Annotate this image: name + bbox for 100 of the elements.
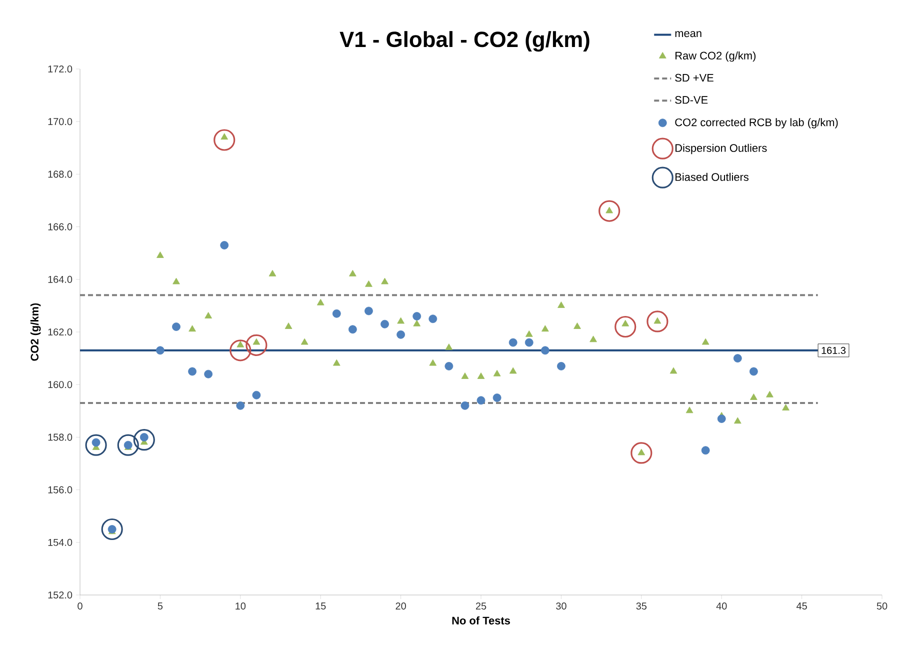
point (188, 325, 196, 332)
point (230, 340, 252, 362)
point (750, 394, 758, 400)
point (332, 309, 341, 318)
x-tick-label: 20 (396, 602, 406, 610)
point (734, 417, 742, 424)
point (542, 325, 549, 332)
point (477, 372, 485, 379)
point (381, 278, 388, 284)
x-tick-label: 0 (78, 602, 82, 610)
y-tick-label: 152.0 (48, 591, 72, 599)
point (766, 390, 774, 398)
point (444, 362, 454, 370)
x-axis-title: No of Tests (452, 616, 510, 624)
y-axis-title: CO2 (g/km) (30, 303, 41, 361)
x-tick-label: 10 (236, 602, 246, 610)
point (133, 429, 155, 451)
point (686, 406, 694, 414)
point (558, 302, 565, 308)
point (540, 346, 550, 355)
y-tick-label: 158.0 (48, 434, 72, 441)
point (364, 306, 373, 316)
point (412, 312, 422, 320)
legend-label: CO2 corrected RCB by lab (g/km) (675, 118, 838, 128)
x-tick-label: 40 (716, 602, 727, 610)
point (220, 241, 229, 250)
point (172, 278, 180, 284)
point (332, 359, 340, 366)
point (598, 200, 620, 222)
x-tick-label: 50 (876, 602, 888, 610)
point (461, 372, 469, 379)
point (349, 270, 356, 276)
x-tick-label: 15 (316, 602, 326, 610)
point (614, 316, 636, 338)
point (493, 370, 501, 376)
x-tick-label: 35 (636, 602, 647, 610)
y-tick-label: 156.0 (48, 486, 72, 494)
legend-label: SD +VE (675, 74, 714, 82)
point (702, 338, 710, 345)
annotation: 161.3 (822, 346, 846, 354)
y-tick-label: 172.0 (48, 65, 72, 73)
point (214, 129, 236, 151)
point (156, 252, 164, 258)
legend-label: Raw CO2 (g/km) (676, 51, 756, 62)
point (508, 338, 518, 347)
point (380, 320, 389, 328)
point (204, 370, 213, 378)
point (525, 330, 533, 337)
point (246, 334, 268, 356)
point (476, 396, 486, 405)
point (717, 414, 726, 423)
y-tick-label: 166.0 (48, 223, 72, 230)
point (284, 322, 292, 329)
point (445, 344, 453, 350)
y-tick-label: 164.0 (48, 276, 72, 283)
point (397, 317, 404, 324)
point (396, 330, 406, 339)
point (701, 446, 710, 455)
point (630, 442, 652, 464)
point (733, 354, 742, 362)
point (236, 340, 244, 348)
point (492, 394, 502, 402)
point (429, 359, 437, 366)
point (268, 270, 276, 276)
point (524, 338, 534, 347)
point (85, 434, 107, 456)
x-tick-label: 30 (556, 602, 566, 610)
x-tick-label: 5 (158, 602, 163, 610)
point (413, 320, 421, 326)
point (590, 336, 597, 342)
point (300, 338, 308, 345)
point (156, 346, 164, 355)
point (428, 314, 438, 324)
point (204, 312, 212, 318)
point (749, 367, 758, 376)
point (236, 401, 245, 410)
point (557, 362, 566, 370)
y-tick-label: 160.0 (48, 381, 72, 388)
point (646, 310, 668, 332)
x-tick-label: 45 (796, 602, 807, 610)
point (172, 322, 180, 331)
point (101, 518, 123, 540)
point (188, 367, 196, 376)
point (252, 390, 261, 400)
y-tick-label: 162.0 (48, 328, 72, 336)
x-tick-label: 25 (476, 602, 486, 610)
y-tick-label: 154.0 (48, 538, 72, 546)
legend-label: Dispersion Outliers (676, 144, 767, 154)
point (670, 367, 678, 374)
point (348, 325, 357, 334)
point (365, 280, 372, 287)
point (574, 322, 581, 329)
point (509, 367, 517, 374)
y-tick-label: 170.0 (48, 118, 72, 126)
legend-label: mean (675, 31, 702, 38)
chart-title: V1 - Global - CO2 (g/km) (340, 31, 590, 52)
point (117, 434, 139, 456)
legend-label: SD-VE (675, 96, 708, 104)
y-tick-label: 168.0 (48, 170, 72, 178)
point (460, 401, 470, 410)
